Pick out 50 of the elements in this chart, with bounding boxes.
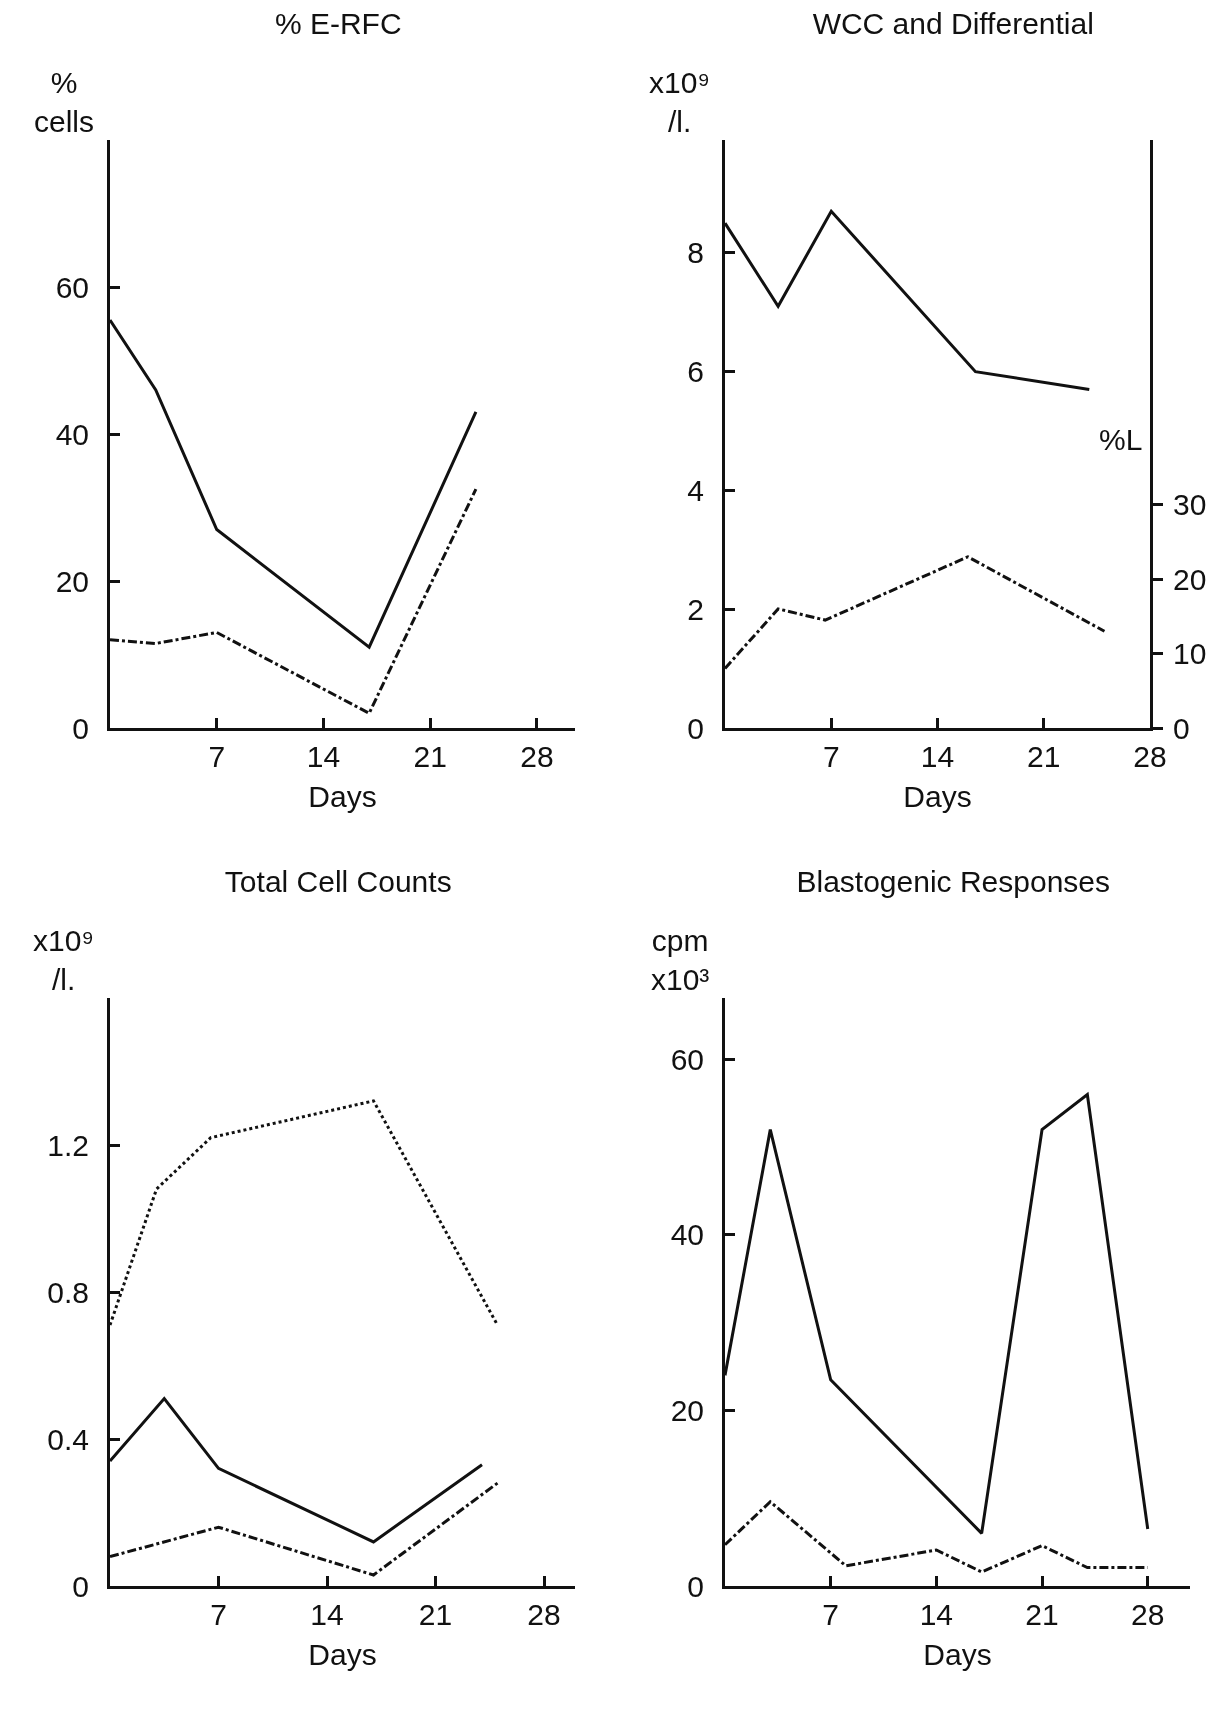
x-tick-label: 28 <box>527 1598 561 1631</box>
y2-axis-title: %L <box>1099 423 1143 456</box>
x-tick-label: 14 <box>310 1598 344 1631</box>
chart-title: Total Cell Counts <box>224 864 452 898</box>
y-axis-title: cpm x10³ <box>651 924 710 996</box>
x-tick-label: 7 <box>208 740 226 773</box>
y-tick-label: 4 <box>687 473 704 507</box>
y-tick-label: 20 <box>55 564 89 598</box>
x-tick-label: 7 <box>822 1598 840 1631</box>
x-tick-label: 14 <box>919 1598 954 1631</box>
y2-tick-label: 0 <box>1173 711 1190 745</box>
y-tick-label: 0 <box>687 1569 704 1603</box>
x-tick-label: 21 <box>413 740 447 773</box>
x-axis-title: Days <box>903 779 972 813</box>
x-tick-label: 14 <box>306 740 341 773</box>
x-tick-label: 7 <box>210 1598 227 1631</box>
x-tick-label: 28 <box>1131 1598 1165 1631</box>
x-tick-label: 21 <box>1025 1598 1059 1631</box>
y-axis-title: x10⁹ /l. <box>33 924 95 996</box>
y2-tick-label: 30 <box>1173 488 1207 522</box>
y-tick-label: 0 <box>72 1569 89 1603</box>
y-tick-label: 2 <box>687 592 704 626</box>
x-axis-title: Days <box>308 1637 377 1671</box>
y-tick-label: 60 <box>55 270 89 304</box>
x-tick-label: 7 <box>822 740 840 773</box>
chart-title: WCC and Differential <box>812 6 1094 40</box>
y-tick-label: 0.4 <box>47 1422 89 1456</box>
x-tick-label: 28 <box>1133 740 1167 773</box>
x-tick-label: 21 <box>418 1598 453 1631</box>
x-axis-title: Days <box>923 1637 992 1671</box>
x-tick-label: 14 <box>920 740 955 773</box>
x-tick-label: 21 <box>1027 740 1061 773</box>
y-axis-title: % cells <box>34 66 95 138</box>
y-tick-label: 0.8 <box>47 1275 89 1309</box>
y-tick-label: 1.2 <box>47 1128 89 1162</box>
y-tick-label: 40 <box>670 1218 704 1252</box>
y-tick-label: 60 <box>670 1042 704 1076</box>
y-tick-label: 0 <box>72 711 89 745</box>
y-tick-label: 20 <box>670 1393 704 1427</box>
chart-title: Blastogenic Responses <box>796 864 1111 898</box>
y-tick-label: 6 <box>687 355 704 389</box>
y-tick-label: 0 <box>687 711 704 745</box>
y2-tick-label: 10 <box>1173 637 1207 671</box>
y-tick-label: 8 <box>687 236 704 270</box>
x-axis-title: Days <box>308 779 377 813</box>
x-tick-label: 28 <box>520 740 554 773</box>
chart-title: % E-RFC <box>274 6 402 40</box>
y-axis-title: x10⁹ /l. <box>649 66 711 138</box>
y-tick-label: 40 <box>55 417 89 451</box>
y2-tick-label: 20 <box>1173 562 1207 596</box>
